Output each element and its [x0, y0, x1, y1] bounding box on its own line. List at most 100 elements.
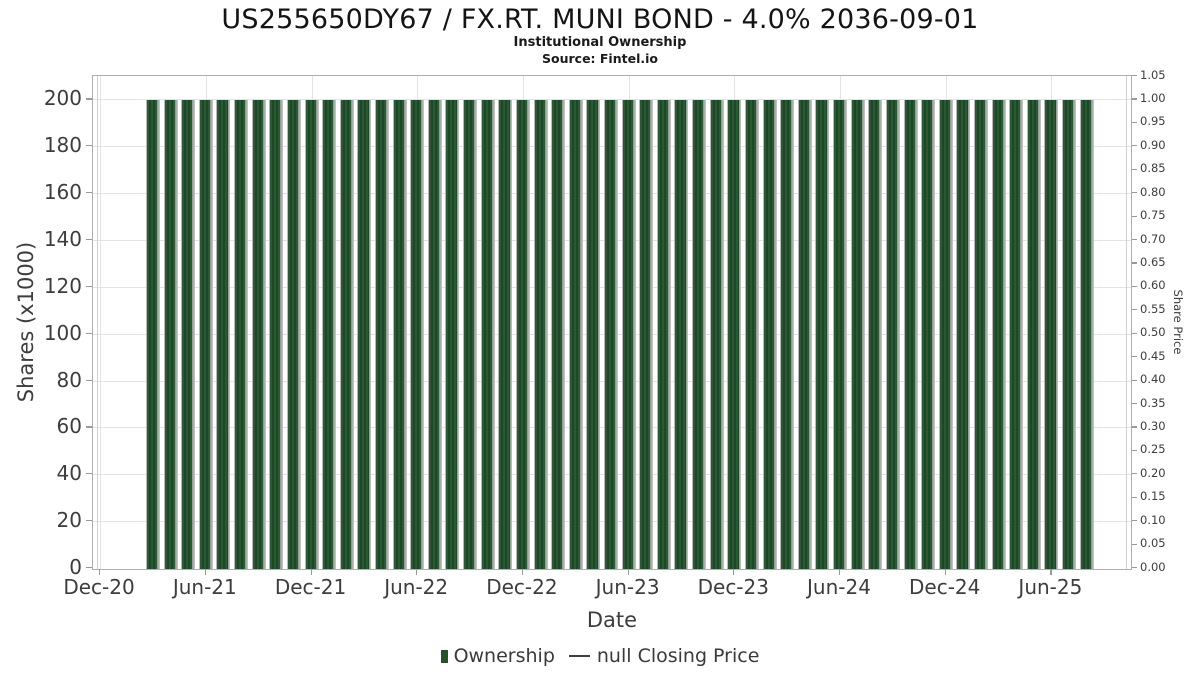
ownership-bar — [463, 100, 477, 569]
ownership-bar — [1026, 100, 1041, 569]
ownership-bar-fill — [921, 100, 933, 569]
x-tick-label: Jun-22 — [384, 575, 449, 599]
y-right-tick-label: 0.15 — [1140, 489, 1166, 504]
ownership-bar — [956, 100, 971, 569]
ownership-bar-edge — [615, 100, 618, 569]
ownership-bar-fill — [515, 100, 528, 569]
ownership-bar — [357, 100, 372, 569]
legend: Ownership null Closing Price — [0, 645, 1200, 667]
ownership-bar-edge — [192, 100, 196, 569]
ownership-bar-edge — [844, 100, 847, 569]
ownership-bar-edge — [439, 100, 442, 569]
ownership-bar — [885, 100, 900, 569]
ownership-bar-edge — [668, 100, 671, 569]
ownership-bar — [868, 100, 883, 569]
ownership-bar-fill — [551, 100, 563, 569]
ownership-bar-edge — [491, 100, 495, 569]
ownership-bar — [163, 100, 178, 569]
ownership-bar-fill — [709, 100, 721, 569]
ownership-bar-edge — [474, 100, 477, 569]
ownership-bar-fill — [1062, 100, 1074, 569]
ownership-bar — [727, 100, 742, 569]
ownership-bar-fill — [692, 100, 704, 569]
y-left-tick-mark — [86, 192, 92, 194]
y-right-tick-label: 0.25 — [1140, 442, 1166, 457]
ownership-bar — [938, 100, 953, 569]
ownership-bar — [551, 100, 566, 569]
ownership-bar — [410, 100, 425, 569]
ownership-bar-edge — [756, 100, 759, 569]
ownership-bar-fill — [445, 100, 457, 569]
ownership-bar-edge — [897, 100, 900, 569]
ownership-bar-fill — [762, 100, 774, 569]
ownership-bar-fill — [269, 100, 281, 569]
ownership-bar-edge — [597, 100, 601, 569]
ownership-bar-edge — [421, 100, 425, 569]
ownership-bar — [815, 100, 830, 569]
y-left-tick-label: 160 — [43, 180, 82, 205]
ownership-bar — [903, 100, 918, 569]
chart-subtitle: Institutional Ownership — [513, 35, 687, 50]
ownership-bar-edge — [509, 100, 513, 569]
y-right-tick-mark — [1132, 332, 1137, 334]
ownership-bar — [286, 100, 301, 569]
ownership-bar-fill — [815, 100, 827, 569]
y-right-tick-label: 0.90 — [1140, 137, 1166, 152]
gridline-vertical — [100, 76, 101, 569]
ownership-bar-edge — [949, 100, 953, 569]
y-right-tick-label: 1.00 — [1140, 90, 1166, 105]
ownership-bar — [322, 100, 337, 569]
ownership-bar-fill — [938, 100, 950, 569]
ownership-bar — [1079, 100, 1094, 569]
ownership-bar-fill — [586, 100, 598, 569]
ownership-bar-fill — [374, 100, 387, 569]
chart-source: Source: Fintel.io — [542, 51, 658, 66]
y-left-tick-label: 180 — [43, 133, 82, 158]
ownership-bar-fill — [427, 100, 440, 569]
y-left-tick-label: 40 — [56, 461, 82, 486]
ownership-bar-fill — [216, 100, 228, 569]
y-left-tick-label: 60 — [56, 414, 82, 439]
ownership-bar-edge — [861, 100, 865, 569]
legend-ownership-label: Ownership — [453, 645, 555, 667]
y-right-tick-mark — [1132, 520, 1137, 522]
ownership-bar-edge — [791, 100, 795, 569]
y-left-tick-label: 200 — [43, 86, 82, 111]
ownership-bar-fill — [498, 100, 510, 569]
x-tick-mark — [627, 569, 629, 575]
ownership-bar-fill — [727, 100, 739, 569]
x-tick-mark — [944, 569, 946, 575]
y-right-tick-label: 0.20 — [1140, 465, 1166, 480]
ownership-bar-fill — [568, 100, 580, 569]
ownership-bar-edge — [632, 100, 636, 569]
ownership-bar-edge — [1020, 100, 1024, 569]
ownership-bar-fill — [304, 100, 316, 569]
y-left-tick-label: 20 — [56, 508, 82, 533]
x-tick-mark — [204, 569, 206, 575]
y-right-tick-mark — [1132, 121, 1137, 124]
ownership-bar — [833, 100, 847, 569]
y-right-tick-label: 0.70 — [1140, 231, 1166, 246]
ownership-bar-fill — [780, 100, 792, 569]
ownership-bar-fill — [850, 100, 862, 569]
ownership-bar-fill — [480, 100, 492, 569]
ownership-bar — [568, 100, 583, 569]
y-left-tick-mark — [86, 332, 92, 334]
y-right-tick-mark — [1132, 449, 1137, 452]
ownership-bar-fill — [974, 100, 986, 569]
ownership-bar-fill — [833, 100, 845, 569]
y-left-tick-label: 80 — [56, 367, 82, 392]
ownership-bar — [480, 100, 495, 569]
ownership-bar-edge — [262, 100, 266, 569]
legend-closing-price-label: null Closing Price — [596, 645, 760, 667]
y-right-tick-label: 0.75 — [1140, 208, 1166, 223]
right-axis-spine — [1126, 76, 1127, 569]
x-tick-label: Dec-24 — [909, 575, 981, 599]
ownership-bar — [621, 100, 636, 569]
ownership-bar-edge — [227, 100, 231, 569]
ownership-bar-fill — [181, 100, 193, 569]
y-right-tick-mark — [1132, 239, 1137, 241]
ownership-bar-fill — [868, 100, 880, 569]
ownership-bar-edge — [403, 100, 407, 569]
legend-line-marker — [568, 654, 590, 658]
